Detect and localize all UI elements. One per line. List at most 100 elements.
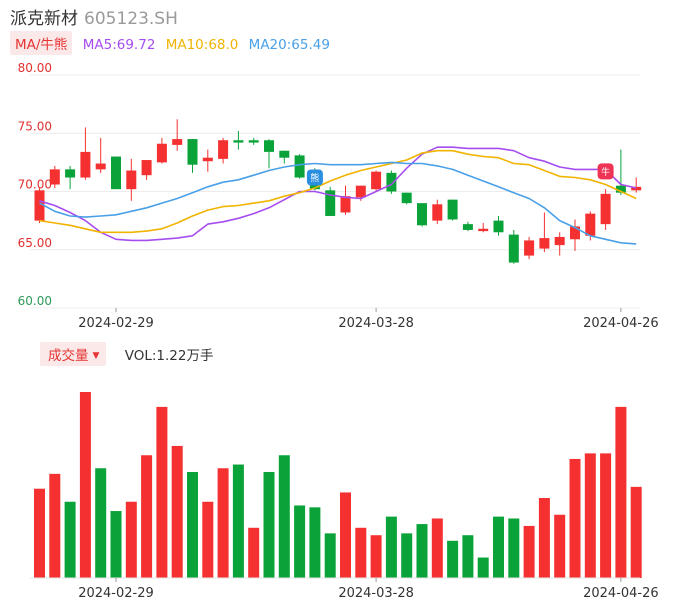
candle: [615, 149, 626, 195]
candle-body: [340, 196, 351, 213]
volume-bar: [600, 453, 612, 578]
candle: [279, 150, 290, 164]
volume-bar: [523, 525, 535, 578]
candle: [447, 199, 458, 221]
candle-body: [432, 204, 443, 221]
x-tick-label: 2024-03-28: [338, 586, 414, 601]
volume-bar: [477, 557, 489, 578]
volume-bar: [447, 540, 459, 578]
candle: [95, 137, 106, 173]
volume-bar: [355, 527, 367, 578]
volume-bar: [508, 518, 520, 578]
x-tick-label: 2024-02-29: [78, 316, 154, 331]
candle: [49, 165, 60, 189]
volume-bar: [569, 458, 581, 578]
volume-bar: [401, 533, 413, 578]
candle-body: [417, 203, 427, 226]
volume-bar: [294, 505, 306, 578]
ma5-line: [39, 146, 637, 242]
candle-body: [462, 224, 473, 230]
candle-body: [447, 199, 458, 220]
ma5-label: MA5:69.72: [82, 37, 156, 53]
candle: [111, 156, 121, 190]
candle: [371, 170, 382, 192]
candle: [325, 186, 336, 216]
candle: [340, 185, 351, 215]
volume-bar: [156, 406, 168, 578]
candle: [264, 139, 274, 169]
candle: [187, 139, 198, 173]
candle-body: [401, 192, 412, 204]
volume-bar: [324, 533, 336, 578]
stock-name: 派克新材: [10, 9, 78, 29]
volume-bar: [95, 468, 107, 578]
bear-signal-icon: 熊: [306, 169, 323, 186]
candle: [126, 158, 137, 201]
candle: [80, 127, 91, 180]
candle: [386, 170, 397, 194]
y-tick-label: 60.00: [18, 294, 52, 308]
candle-body: [570, 226, 580, 240]
candle-body: [126, 170, 137, 190]
volume-bar: [110, 511, 122, 578]
candle-body: [294, 155, 305, 178]
volume-bar: [278, 455, 290, 578]
candle-body: [539, 238, 550, 249]
candle-body: [65, 169, 76, 178]
ma20-line: [39, 161, 637, 245]
volume-bar: [202, 501, 214, 578]
y-tick-label: 80.00: [18, 61, 52, 75]
candle-body: [325, 190, 336, 216]
candle: [202, 149, 213, 172]
candle: [631, 177, 642, 193]
candle-body: [172, 139, 183, 145]
moving-average-lines: [39, 146, 637, 245]
y-tick-label: 65.00: [18, 236, 52, 250]
volume-bar: [309, 507, 321, 578]
price-date-axis: 2024-02-29 2024-03-28 2024-04-26: [78, 308, 659, 331]
volume-bar: [263, 471, 275, 578]
candle-body: [141, 160, 152, 176]
x-tick-label: 2024-03-28: [338, 316, 414, 331]
ma10-label: MA10:68.0: [165, 37, 239, 53]
candle: [570, 219, 580, 251]
candle-body: [34, 190, 45, 221]
x-tick-label: 2024-02-29: [78, 586, 154, 601]
volume-bar: [125, 501, 137, 578]
volume-bar: [49, 473, 61, 578]
candle: [34, 188, 45, 223]
volume-bar: [385, 516, 397, 578]
candle: [401, 192, 412, 205]
candle-body: [156, 143, 167, 163]
stock-title: 派克新材 605123.SH: [10, 4, 178, 29]
volume-bar: [232, 464, 244, 578]
candle-body: [585, 213, 596, 236]
volume-bar: [615, 406, 627, 578]
candle-body: [615, 185, 626, 193]
candle: [294, 154, 305, 179]
y-tick-label: 75.00: [18, 119, 52, 133]
volume-bar: [34, 488, 45, 578]
candlestick-series: [34, 119, 642, 264]
volume-bar: [493, 516, 504, 578]
candle: [156, 137, 167, 164]
candle: [539, 212, 550, 253]
volume-bar: [217, 468, 229, 578]
volume-bar: [340, 492, 351, 578]
candle-body: [508, 234, 519, 263]
candle-body: [264, 140, 274, 152]
candle-body: [202, 157, 213, 162]
candle-body: [95, 163, 106, 170]
candle: [462, 221, 473, 232]
candle-body: [80, 151, 91, 178]
volume-bar: [79, 392, 91, 578]
candle-body: [631, 186, 642, 191]
x-tick-label: 2024-04-26: [583, 586, 659, 601]
volume-series: [30, 392, 642, 579]
volume-indicator-selector[interactable]: 成交量 ▼: [40, 342, 107, 366]
ma-indicator-selector[interactable]: MA/牛熊: [10, 31, 73, 55]
candle: [478, 222, 489, 233]
signal-badge-label: 熊: [310, 172, 319, 184]
candle-body: [493, 220, 504, 233]
candle-body: [111, 156, 121, 190]
